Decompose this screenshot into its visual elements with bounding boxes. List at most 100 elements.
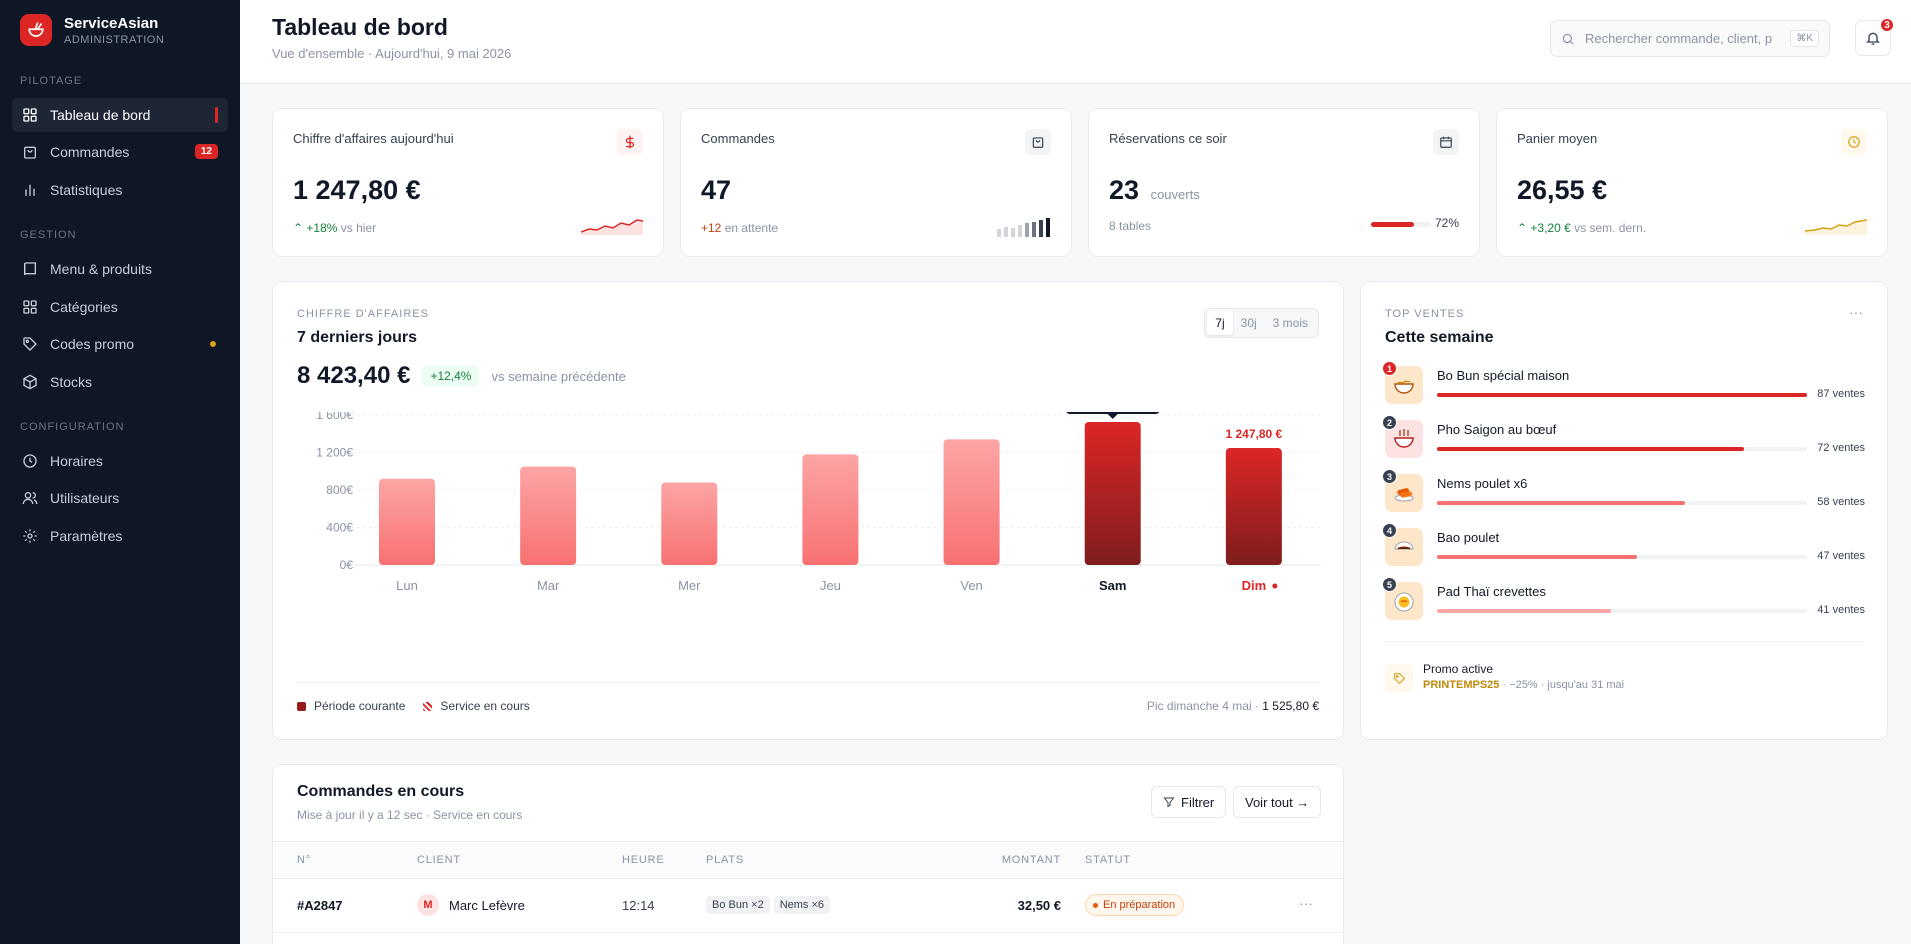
top-item[interactable]: 5 Pad Thaï crevettes 41 ventes — [1382, 577, 1865, 626]
sidebar-item-promo-codes[interactable]: Codes promo — [12, 327, 228, 361]
bao-icon: 4 — [1382, 523, 1423, 566]
sidebar-item-hours[interactable]: Horaires — [12, 444, 228, 478]
sidebar-item-label: Catégories — [50, 299, 118, 315]
top-item[interactable]: 1 Bo Bun spécial maison 87 ventes — [1382, 361, 1865, 410]
sidebar-item-dashboard[interactable]: Tableau de bord — [12, 98, 228, 132]
product-name: Bao poulet — [1437, 530, 1500, 545]
filter-button[interactable]: Filtrer — [1151, 786, 1227, 818]
dish-tag: Nems ×6 — [773, 896, 831, 914]
dishes-list: Bo Bun ×2 Nems ×6 — [706, 895, 834, 914]
sidebar-item-settings[interactable]: Paramètres — [12, 519, 228, 553]
x-tick-label: Jeu — [820, 578, 841, 593]
kpi-delta: +18% — [306, 221, 338, 235]
legend-item-service: Service en cours — [423, 699, 530, 713]
order-id[interactable]: #A2847 — [297, 898, 343, 913]
box-icon — [23, 374, 37, 390]
kpi-delta: +3,20 € — [1530, 221, 1571, 235]
y-tick-label: 400€ — [326, 521, 353, 535]
revenue-chart-card: CHIFFRE D'AFFAIRES 7 derniers jours 8 42… — [272, 281, 1344, 740]
column-header[interactable]: HEURE — [622, 854, 665, 866]
trend-up-icon: ⌃ — [1517, 221, 1528, 235]
product-name: Pho Saigon au bœuf — [1437, 422, 1557, 437]
column-header[interactable]: PLATS — [706, 854, 745, 866]
shortcut-hint: ⌘K — [1790, 30, 1819, 47]
chart-bar — [802, 454, 859, 565]
kpi-footer: +12 en attente — [701, 221, 778, 235]
kpi-label: Commandes — [701, 131, 775, 146]
rank-badge: 2 — [1382, 415, 1397, 430]
order-amount: 32,50 € — [1017, 898, 1061, 913]
brand-name: ServiceAsian — [64, 14, 159, 32]
sidebar-item-label: Tableau de bord — [50, 107, 151, 123]
divider — [297, 682, 1319, 683]
status-badge: En préparation — [1085, 894, 1185, 916]
promo-banner[interactable]: Promo active PRINTEMPS25 · −25% · jusqu'… — [1385, 660, 1865, 696]
sidebar-item-stocks[interactable]: Stocks — [12, 365, 228, 399]
top-item[interactable]: 2 Pho Saigon au bœuf 72 ventes — [1382, 415, 1865, 464]
sidebar-item-orders[interactable]: Commandes 12 — [12, 135, 228, 169]
status-dot — [1093, 902, 1098, 908]
range-3m-button[interactable]: 3 mois — [1272, 316, 1308, 330]
brand[interactable]: ServiceAsian ADMINISTRATION — [20, 14, 164, 46]
gear-icon — [23, 529, 37, 543]
range-7d-button[interactable]: 7j — [1207, 311, 1233, 335]
promo-title: Promo active — [1423, 662, 1494, 676]
kpi-note: vs hier — [340, 221, 377, 235]
data-label: 1 247,80 € — [1225, 427, 1282, 441]
column-header[interactable]: STATUT — [1085, 854, 1131, 866]
range-30d-button[interactable]: 30j — [1240, 316, 1257, 330]
client-name: Marc Lefèvre — [449, 898, 525, 913]
occupancy-percent: 72% — [1434, 216, 1459, 230]
chart-legend: Période courante Service en cours — [297, 699, 530, 713]
y-tick-label: 800€ — [326, 483, 353, 497]
sales-bar-fill — [1437, 447, 1745, 451]
sidebar-item-statistics[interactable]: Statistiques — [12, 173, 228, 207]
sidebar-item-categories[interactable]: Catégories — [12, 290, 228, 324]
row-actions-icon[interactable]: ··· — [1299, 895, 1313, 911]
active-indicator — [215, 107, 218, 123]
kpi-label: Réservations ce soir — [1109, 131, 1227, 146]
button-label: Voir tout → — [1245, 794, 1310, 810]
sidebar-item-label: Statistiques — [50, 182, 123, 198]
kpi-unit: couverts — [1150, 187, 1200, 202]
table-row[interactable]: #A2847 M Marc Lefèvre 12:14 Bo Bun ×2 Nem… — [273, 879, 1343, 933]
sales-bar-fill — [1437, 393, 1807, 397]
chart-bar — [943, 439, 1000, 565]
search-input[interactable] — [1584, 31, 1781, 46]
spring-rolls-icon: 3 — [1382, 469, 1423, 512]
column-header[interactable]: N° — [297, 854, 311, 866]
orders-table-header: N° CLIENT HEURE PLATS MONTANT STATUT — [273, 841, 1343, 879]
sales-bar — [1437, 501, 1807, 505]
y-tick-label: 1 200€ — [316, 446, 353, 460]
chart-bar — [1225, 448, 1282, 565]
top-item[interactable]: 3 Nems poulet x6 58 ventes — [1382, 469, 1865, 518]
top-item[interactable]: 4 Bao poulet 47 ventes — [1382, 523, 1865, 572]
column-header[interactable]: MONTANT — [1001, 854, 1061, 866]
notifications-button[interactable]: 3 — [1855, 17, 1895, 56]
status-dot — [210, 341, 216, 347]
section-label: CHIFFRE D'AFFAIRES — [297, 308, 429, 320]
view-all-button[interactable]: Voir tout → — [1233, 786, 1322, 818]
orders-title: Commandes en cours — [297, 783, 465, 800]
search-icon — [1562, 33, 1574, 45]
sidebar-item-users[interactable]: Utilisateurs — [12, 481, 228, 515]
kpi-footer: ⌃ +3,20 € vs sem. dern. — [1517, 221, 1646, 235]
kpi-note: en attente — [724, 221, 779, 235]
legend-item-current: Période courante — [297, 699, 405, 713]
sales-bar — [1437, 447, 1807, 451]
rank-badge: 4 — [1382, 523, 1397, 538]
legend-swatch — [297, 701, 306, 711]
x-tick-label: Dim — [1242, 578, 1267, 593]
product-name: Pad Thaï crevettes — [1437, 584, 1546, 599]
sidebar-item-menu[interactable]: Menu & produits — [12, 252, 228, 286]
y-tick-label: 0€ — [340, 558, 354, 572]
kpi-card-orders: Commandes 47 +12 en attente — [680, 108, 1072, 257]
product-name: Bo Bun spécial maison — [1437, 368, 1570, 383]
search-box[interactable]: ⌘K — [1550, 20, 1830, 57]
column-header[interactable]: CLIENT — [417, 854, 461, 866]
kpi-card-basket: Panier moyen 26,55 € ⌃ +3,20 € vs sem. d… — [1496, 108, 1888, 257]
sales-bar-fill — [1437, 609, 1611, 613]
more-options-icon[interactable]: ··· — [1849, 304, 1863, 320]
order-time: 12:14 — [622, 898, 655, 913]
revenue-summary: 8 423,40 € +12,4% vs semaine précédente — [297, 362, 626, 390]
